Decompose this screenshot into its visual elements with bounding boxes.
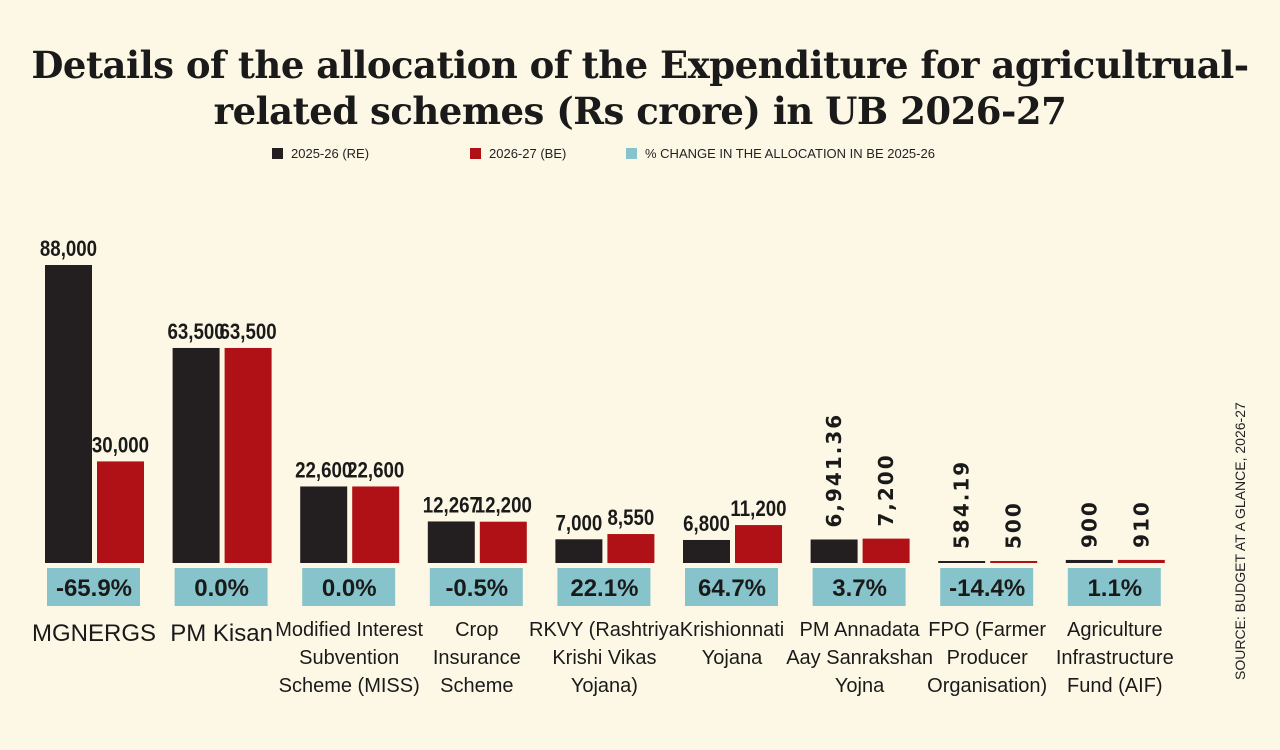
pct-change-label: -0.5% xyxy=(445,575,508,602)
value-label: 8,550 xyxy=(608,507,655,531)
category-label: Insurance xyxy=(433,647,521,669)
pct-change-box xyxy=(812,568,906,606)
legend-label: 2026-27 (BE) xyxy=(489,146,567,161)
category-label: Scheme xyxy=(440,675,513,697)
value-label: 88,000 xyxy=(40,238,97,262)
legend-label: % CHANGE IN THE ALLOCATION IN BE 2025-26 xyxy=(645,146,935,161)
chart-title: Details of the allocation of the Expendi… xyxy=(0,42,1280,134)
value-label: 11,200 xyxy=(730,498,786,522)
value-label: 910 xyxy=(1129,500,1153,548)
legend-swatch xyxy=(470,148,481,159)
pct-change-label: -65.9% xyxy=(56,575,132,602)
pct-change-label: 0.0% xyxy=(322,575,377,602)
value-label: 500 xyxy=(1002,501,1026,549)
bar-2025-26 xyxy=(1065,559,1113,563)
category-label: Fund (AIF) xyxy=(1067,675,1163,697)
category-label: Scheme (MISS) xyxy=(279,675,420,697)
value-label: 22,600 xyxy=(295,459,352,483)
category-label: PM Annadata xyxy=(800,619,921,641)
pct-change-label: 64.7% xyxy=(698,575,766,602)
category-label: Yojana xyxy=(702,647,763,669)
bar-2025-26 xyxy=(172,347,220,563)
title-line-1: Details of the allocation of the Expendi… xyxy=(31,43,1249,87)
value-label: 63,500 xyxy=(220,321,277,345)
category-label: Organisation) xyxy=(927,675,1047,697)
bar-2026-27 xyxy=(862,538,910,563)
category-label: Crop xyxy=(455,619,498,641)
pct-change-box xyxy=(685,568,778,606)
value-label: 7,000 xyxy=(556,512,603,536)
value-label: 584.19 xyxy=(950,460,974,549)
pct-change-label: 22.1% xyxy=(570,575,638,602)
category-label: Krishionnati xyxy=(680,619,785,641)
legend-item-re: 2025-26 (RE) xyxy=(272,146,470,161)
value-label: 63,500 xyxy=(168,321,225,345)
category-label: Krishi Vikas xyxy=(552,647,656,669)
category-label: PM Kisan xyxy=(170,620,273,647)
bar-2026-27 xyxy=(607,534,655,563)
pct-change-box xyxy=(174,568,268,606)
legend-swatch xyxy=(626,148,637,159)
bar-2026-27 xyxy=(479,521,527,563)
pct-change-label: 1.1% xyxy=(1087,575,1142,602)
pct-change-box xyxy=(1067,568,1161,606)
category-label: Subvention xyxy=(299,647,399,669)
bar-2025-26 xyxy=(427,521,475,563)
bar-2025-26 xyxy=(938,561,986,563)
value-label: 6,800 xyxy=(683,513,730,537)
legend-item-be: 2026-27 (BE) xyxy=(470,146,626,161)
legend-swatch xyxy=(272,148,283,159)
bar-2026-27 xyxy=(1117,559,1165,563)
bar-2025-26 xyxy=(810,539,858,563)
pct-change-label: 3.7% xyxy=(832,575,887,602)
pct-change-box xyxy=(429,568,523,606)
title-line-2: related schemes (Rs crore) in UB 2026-27 xyxy=(213,89,1067,133)
value-label: 22,600 xyxy=(347,459,404,483)
bar-2026-27 xyxy=(352,486,400,563)
source-note: SOURCE: BUDGET AT A GLANCE, 2026-27 xyxy=(1232,402,1248,680)
pct-change-label: -14.4% xyxy=(949,575,1025,602)
pct-change-box xyxy=(557,568,651,606)
bar-2025-26 xyxy=(555,539,603,563)
category-label: Infrastructure xyxy=(1056,647,1174,669)
bar-2025-26 xyxy=(300,486,348,563)
value-label: 900 xyxy=(1077,500,1101,548)
bar-2025-26 xyxy=(683,539,730,563)
category-label: Yojna xyxy=(835,675,885,697)
bar-2026-27 xyxy=(735,525,782,563)
category-label: Aay Sanrakshan xyxy=(786,647,933,669)
pct-change-box xyxy=(302,568,396,606)
value-label: 12,267 xyxy=(423,494,480,518)
value-label: 6,941.36 xyxy=(822,413,846,528)
category-label: Yojana) xyxy=(571,675,638,697)
legend-label: 2025-26 (RE) xyxy=(291,146,370,161)
category-label: Agriculture xyxy=(1067,619,1163,641)
category-label: RKVY (Rashtriya xyxy=(529,619,681,641)
pct-change-label: 0.0% xyxy=(194,575,249,602)
legend-item-change: % CHANGE IN THE ALLOCATION IN BE 2025-26 xyxy=(626,146,935,161)
category-label: Producer xyxy=(947,647,1028,669)
value-label: 12,200 xyxy=(475,494,532,518)
pct-change-box xyxy=(940,568,1034,606)
category-label: MGNERGS xyxy=(32,620,156,647)
legend: 2025-26 (RE) 2026-27 (BE) % CHANGE IN TH… xyxy=(272,146,935,161)
bar-2025-26 xyxy=(45,265,92,563)
category-label: FPO (Farmer xyxy=(928,619,1046,641)
value-label: 7,200 xyxy=(874,453,898,526)
bar-2026-27 xyxy=(97,461,144,563)
value-label: 30,000 xyxy=(92,434,149,458)
category-label: Modified Interest xyxy=(275,619,423,641)
bar-2026-27 xyxy=(224,347,272,563)
pct-change-box xyxy=(47,568,140,606)
bar-2026-27 xyxy=(990,561,1038,563)
